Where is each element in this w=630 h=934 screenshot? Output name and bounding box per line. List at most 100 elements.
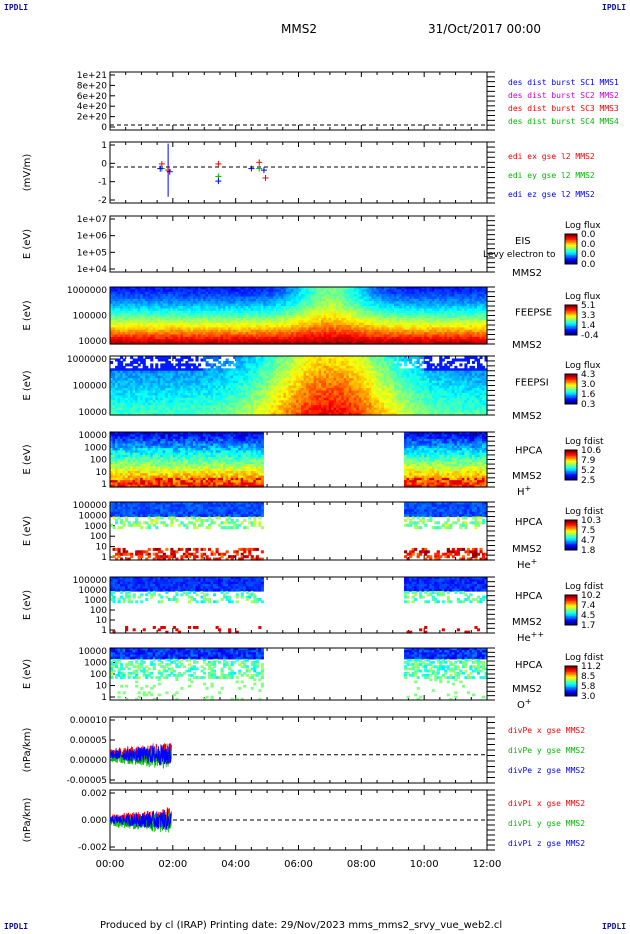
spectrogram-cell (165, 303, 169, 307)
spectrogram-cell (185, 327, 189, 331)
spectrogram-cell (363, 310, 367, 314)
spectrogram-cell (255, 308, 259, 312)
spectrogram-cell (381, 315, 385, 319)
spectrogram-cell (175, 298, 179, 302)
spectrogram-cell (270, 332, 274, 336)
spectrogram-cell (466, 315, 471, 319)
spectrogram-cell (243, 322, 247, 326)
spectrogram-cell (288, 310, 292, 314)
spectrogram-cell (346, 336, 350, 340)
spectrogram-cell (373, 322, 378, 326)
spectrogram-cell (115, 373, 119, 377)
spectrogram-cell (220, 294, 224, 298)
spectrogram-cell (235, 313, 239, 317)
spectrogram-cell (115, 339, 119, 343)
spectrogram-cell (381, 287, 385, 290)
spectrogram-cell (117, 387, 121, 392)
spectrogram-cell (368, 336, 372, 340)
spectrogram-cell (391, 320, 395, 324)
spectrogram-cell (127, 332, 131, 336)
spectrogram-cell (416, 341, 420, 345)
spectrogram-cell (140, 301, 144, 305)
spectrogram-cell (466, 310, 471, 314)
spectrogram-cell (150, 395, 154, 399)
spectrogram-cell (446, 291, 450, 295)
spectrogram-cell (449, 315, 453, 319)
colorbar-tick-label: -0.4 (581, 331, 599, 341)
spectrogram-cell (388, 313, 393, 317)
spectrogram-cell (361, 294, 365, 298)
spectrogram-cell (195, 303, 199, 307)
spectrogram-cell (115, 407, 119, 411)
spectrogram-cell (444, 289, 448, 293)
spectrogram-cell (215, 336, 219, 340)
spectrogram-cell (135, 308, 139, 312)
spectrogram-cell (162, 410, 166, 414)
spectrogram-cell (273, 332, 277, 336)
spectrogram-cell (409, 320, 413, 324)
spectrogram-cell (182, 317, 186, 321)
spectrogram-cell (416, 332, 420, 336)
spectrogram-cell (150, 308, 154, 312)
spectrogram-cell (358, 301, 362, 305)
spectrogram-cell (461, 287, 465, 290)
spectrogram-cell (145, 334, 149, 338)
spectrogram-cell (263, 332, 267, 336)
spectrogram-cell (230, 322, 234, 326)
spectrogram-cell (293, 317, 297, 321)
spectrogram-cell (376, 296, 380, 300)
spectrogram-cell (351, 291, 355, 295)
spectrogram-cell (172, 306, 176, 309)
spectrogram-cell (366, 303, 370, 307)
spectrogram-cell (137, 392, 141, 396)
spectrogram-cell (429, 298, 433, 302)
spectrogram-cell (280, 289, 285, 293)
spectrogram-cell (155, 356, 159, 360)
spectrogram-cell (112, 395, 116, 399)
spectrogram-cell (182, 294, 186, 298)
spectrogram-cell (117, 332, 121, 336)
spectrogram-cell (170, 294, 174, 298)
spectrogram-cell (150, 301, 154, 305)
spectrogram-cell (456, 317, 460, 321)
spectrogram-cell (220, 287, 224, 290)
spectrogram-cell (401, 341, 405, 345)
spectrogram-cell (368, 320, 372, 324)
spectrogram-cell (195, 287, 199, 290)
spectrogram-cell (275, 291, 279, 295)
spectrogram-cell (185, 291, 189, 295)
spectrogram-cell (162, 395, 166, 399)
spectrogram-cell (140, 358, 144, 362)
spectrogram-cell (190, 303, 194, 307)
spectrogram-cell (250, 289, 254, 293)
spectrogram-cell (476, 339, 481, 343)
spectrogram-cell (341, 298, 345, 302)
spectrogram-cell (202, 301, 207, 305)
spectrogram-cell (140, 313, 144, 317)
spectrogram-cell (172, 291, 176, 295)
spectrogram-cell (190, 287, 194, 290)
spectrogram-cell (411, 289, 415, 293)
spectrogram-cell (386, 296, 390, 300)
spectrogram-cell (426, 327, 430, 331)
spectrogram-cell (180, 287, 184, 290)
spectrogram-cell (248, 298, 252, 302)
spectrogram-cell (125, 287, 129, 290)
spectrogram-cell (197, 325, 202, 328)
spectrogram-cell (177, 287, 181, 290)
spectrogram-cell (378, 287, 383, 290)
spectrogram-cell (162, 322, 166, 326)
spectrogram-cell (461, 329, 465, 333)
spectrogram-cell (202, 322, 207, 326)
spectrogram-cell (351, 339, 355, 343)
spectrogram-cell (399, 334, 403, 338)
spectrogram-cell (338, 317, 342, 321)
spectrogram-cell (230, 291, 234, 295)
spectrogram-cell (434, 339, 438, 343)
spectrogram-cell (481, 317, 486, 321)
spectrogram-cell (260, 291, 264, 295)
spectrogram-cell (318, 310, 322, 314)
spectrogram-cell (439, 325, 443, 328)
spectrogram-cell (142, 387, 146, 392)
